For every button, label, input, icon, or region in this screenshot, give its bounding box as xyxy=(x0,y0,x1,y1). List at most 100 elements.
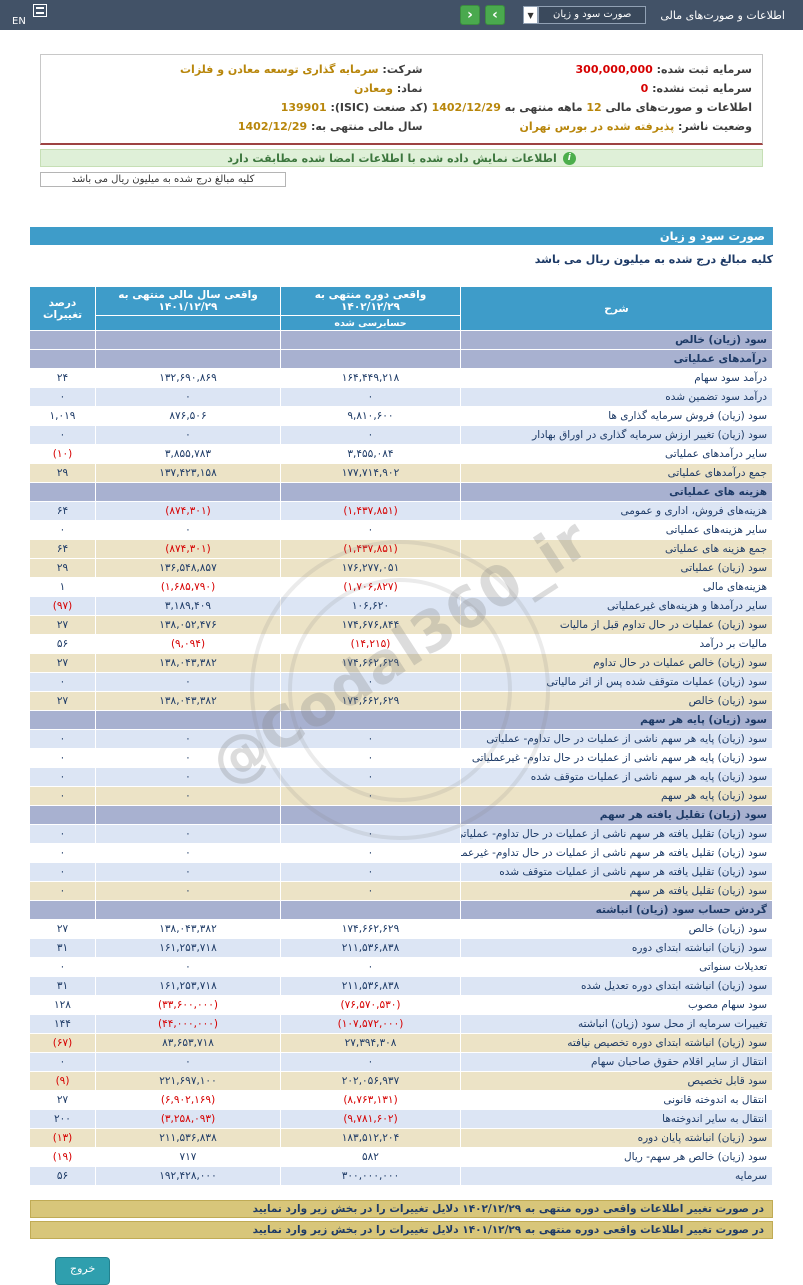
menu-financial-statements[interactable]: اطلاعات و صورت‌های مالی xyxy=(660,8,785,22)
subheader-audited: حسابرسی شده xyxy=(280,315,461,331)
change-note-bar: در صورت تغییر اطلاعات واقعی دوره منتهی ب… xyxy=(30,1200,773,1218)
section-row: هزینه های عملیاتی xyxy=(29,482,773,502)
section-label-cell: گردش حساب سود (زیان) انباشته xyxy=(460,900,773,920)
current-value-cell: ۰ xyxy=(280,729,461,749)
statement-row: انتقال به سایر اندوخته‌ها (۹,۷۸۱,۶۰۲) (۳,۲… xyxy=(29,1109,773,1129)
statement-row: سود (زیان) تقلیل یافته هر سهم ۰ ۰ ۰ xyxy=(29,881,773,901)
empty-cell xyxy=(95,900,281,920)
section-row: سود (زیان) پایه هر سهم xyxy=(29,710,773,730)
company-info-field: سرمایه ثبت نشده: 0 xyxy=(640,82,752,95)
chevron-down-icon[interactable]: ▼ xyxy=(523,6,539,24)
row-label-cell: جمع درآمدهای عملیاتی xyxy=(460,463,773,483)
row-label-cell: سرمایه xyxy=(460,1166,773,1186)
statement-row: سود (زیان) خالص عملیات در حال تداوم ۱۷۴,۶… xyxy=(29,653,773,673)
row-label-cell: سود (زیان) عملیاتی xyxy=(460,558,773,578)
current-value-cell: ۳,۴۵۵,۰۸۴ xyxy=(280,444,461,464)
percent-change-cell: ۰ xyxy=(29,957,96,977)
subheader-prior-empty xyxy=(95,315,281,331)
row-label-cell: سود (زیان) انباشته ابتدای دوره تخصیص نیا… xyxy=(460,1033,773,1053)
empty-cell xyxy=(29,330,96,350)
percent-change-cell: ۲۷ xyxy=(29,919,96,939)
prior-value-cell: ۰ xyxy=(95,1052,281,1072)
topbar: اطلاعات و صورت‌های مالی صورت سود و زیان … xyxy=(0,0,803,30)
amounts-unit-note-box: کلیه مبالغ درج شده به میلیون ریال می باش… xyxy=(40,172,286,187)
row-label-cell: جمع هزینه های عملیاتی xyxy=(460,539,773,559)
statement-nav: › ‹ xyxy=(460,5,506,25)
current-value-cell: ۰ xyxy=(280,520,461,540)
current-value-cell: ۹,۸۱۰,۶۰۰ xyxy=(280,406,461,426)
empty-cell xyxy=(280,900,461,920)
info-icon: i xyxy=(562,151,576,165)
language-toggle[interactable]: EN xyxy=(12,16,26,27)
statement-row: انتقال از سایر اقلام حقوق صاحبان سهام ۰ ۰ ۰ xyxy=(29,1052,773,1072)
prior-value-cell: ۰ xyxy=(95,843,281,863)
statement-row: سود (زیان) عملیاتی ۱۷۶,۲۷۷,۰۵۱ ۱۳۶,۵۴۸,۸۵۷… xyxy=(29,558,773,578)
statement-select-value[interactable]: صورت سود و زیان xyxy=(538,6,647,24)
column-header-prior-year: واقعی سال مالی منتهی به ۱۴۰۱/۱۲/۲۹ xyxy=(95,286,281,316)
empty-cell xyxy=(95,482,281,502)
company-info-field: وضعیت ناشر: پذیرفته شده در بورس تهران xyxy=(519,120,752,133)
row-label-cell: تعدیلات سنواتی xyxy=(460,957,773,977)
current-value-cell: ۲۱۱,۵۳۶,۸۳۸ xyxy=(280,938,461,958)
current-value-cell: ۲۰۲,۰۵۶,۹۳۷ xyxy=(280,1071,461,1091)
percent-change-cell: ۰ xyxy=(29,862,96,882)
row-label-cell: سود (زیان) پایه هر سهم ناشی از عملیات مت… xyxy=(460,767,773,787)
row-label-cell: سود (زیان) انباشته ابتدای دوره xyxy=(460,938,773,958)
current-value-cell: ۱۷۶,۲۷۷,۰۵۱ xyxy=(280,558,461,578)
company-info-row: سرمایه ثبت شده: 300,000,000 شرکت: سرمایه … xyxy=(51,60,752,79)
percent-change-cell: (۱۹) xyxy=(29,1147,96,1167)
chevron-right-button[interactable]: › xyxy=(485,5,506,25)
current-value-cell: ۰ xyxy=(280,824,461,844)
current-value-cell: ۰ xyxy=(280,843,461,863)
prior-value-cell: ۲۱۱,۵۳۶,۸۳۸ xyxy=(95,1128,281,1148)
statement-row: سود (زیان) پایه هر سهم ناشی از عملیات مت… xyxy=(29,767,773,787)
statement-row: هزینه‌های مالی (۱,۷۰۶,۸۲۷) (۱,۶۸۵,۷۹۰) ۱ xyxy=(29,577,773,597)
company-info-box: سرمایه ثبت شده: 300,000,000 شرکت: سرمایه … xyxy=(40,54,763,145)
current-value-cell: ۱۷۴,۶۶۲,۶۲۹ xyxy=(280,691,461,711)
current-value-cell: (۱۴,۲۱۵) xyxy=(280,634,461,654)
row-label-cell: سود سهام مصوب xyxy=(460,995,773,1015)
prior-value-cell: ۱۶۱,۲۵۳,۷۱۸ xyxy=(95,938,281,958)
notice-text: اطلاعات نمایش داده شده با اطلاعات امضا ش… xyxy=(227,151,557,165)
current-value-cell: ۰ xyxy=(280,862,461,882)
prior-value-cell: ۱۳۶,۵۴۸,۸۵۷ xyxy=(95,558,281,578)
statement-row: سود (زیان) پایه هر سهم ۰ ۰ ۰ xyxy=(29,786,773,806)
row-label-cell: سود (زیان) خالص هر سهم- ریال xyxy=(460,1147,773,1167)
row-label-cell: سود (زیان) پایه هر سهم xyxy=(460,786,773,806)
empty-cell xyxy=(95,710,281,730)
current-value-cell: (۱,۷۰۶,۸۲۷) xyxy=(280,577,461,597)
company-info-row: وضعیت ناشر: پذیرفته شده در بورس تهران سال… xyxy=(51,117,752,136)
prior-value-cell: ۸۷۶,۵۰۶ xyxy=(95,406,281,426)
statement-row: سود (زیان) خالص ۱۷۴,۶۶۲,۶۲۹ ۱۳۸,۰۴۳,۳۸۲ ۲۷ xyxy=(29,691,773,711)
prior-value-cell: ۰ xyxy=(95,672,281,692)
percent-change-cell: ۲۷ xyxy=(29,691,96,711)
company-info-field: اطلاعات و صورت‌های مالی 12 ماهه منتهی به… xyxy=(422,101,752,114)
statement-row: سود (زیان) تقلیل یافته هر سهم ناشی از عم… xyxy=(29,843,773,863)
exit-button[interactable]: خروج xyxy=(55,1257,111,1285)
column-header-current-period: واقعی دوره منتهی به ۱۴۰۲/۱۲/۲۹ xyxy=(280,286,461,316)
percent-change-cell: ۶۴ xyxy=(29,539,96,559)
current-value-cell: (۱,۴۳۷,۸۵۱) xyxy=(280,501,461,521)
row-label-cell: سود (زیان) تغییر ارزش سرمایه گذاری در او… xyxy=(460,425,773,445)
prior-value-cell: ۰ xyxy=(95,862,281,882)
prior-value-cell: ۷۱۷ xyxy=(95,1147,281,1167)
percent-change-cell: (۱۰) xyxy=(29,444,96,464)
statement-select[interactable]: صورت سود و زیان ▼ xyxy=(523,6,647,24)
row-label-cell: انتقال به سایر اندوخته‌ها xyxy=(460,1109,773,1129)
section-label-cell: هزینه های عملیاتی xyxy=(460,482,773,502)
percent-change-cell: ۰ xyxy=(29,729,96,749)
prior-value-cell: (۶,۹۰۲,۱۶۹) xyxy=(95,1090,281,1110)
prior-value-cell: ۱۳۸,۰۵۲,۴۷۶ xyxy=(95,615,281,635)
prior-value-cell: (۹,۰۹۴) xyxy=(95,634,281,654)
prior-value-cell: ۲۲۱,۶۹۷,۱۰۰ xyxy=(95,1071,281,1091)
empty-cell xyxy=(95,805,281,825)
row-label-cell: سایر هزینه‌های عملیاتی xyxy=(460,520,773,540)
prior-value-cell: ۱۳۲,۶۹۰,۸۶۹ xyxy=(95,368,281,388)
row-label-cell: سود قابل تخصیص xyxy=(460,1071,773,1091)
company-info-field: سرمایه ثبت شده: 300,000,000 xyxy=(575,63,752,76)
prior-value-cell: ۰ xyxy=(95,520,281,540)
percent-change-cell: ۰ xyxy=(29,748,96,768)
signature-match-notice: i اطلاعات نمایش داده شده با اطلاعات امضا… xyxy=(40,149,763,167)
current-value-cell: (۸,۷۶۳,۱۳۱) xyxy=(280,1090,461,1110)
chevron-left-button[interactable]: ‹ xyxy=(460,5,481,25)
